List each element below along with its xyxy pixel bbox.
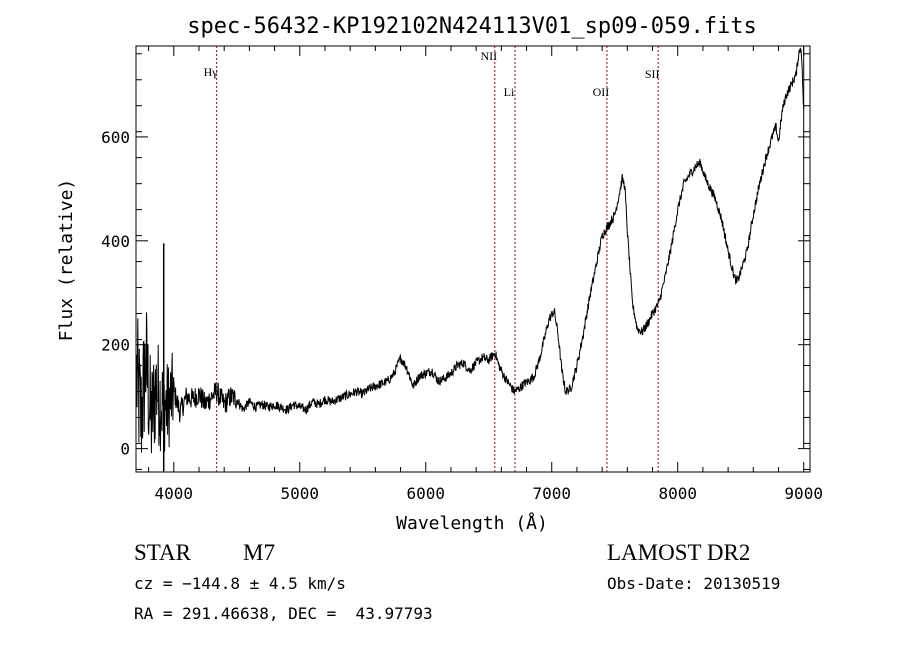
y-tick-label: 400 xyxy=(101,232,130,251)
y-tick-label: 0 xyxy=(120,440,130,459)
spectrum-line xyxy=(136,47,805,454)
chart-title: spec-56432-KP192102N424113V01_sp09-059.f… xyxy=(187,14,757,39)
survey-label: LAMOST DR2 xyxy=(607,540,751,565)
object-subclass: M7 xyxy=(243,540,275,565)
y-axis-label: Flux (relative) xyxy=(56,179,77,342)
y-axis-ticks: 0 200 400 600 xyxy=(101,53,810,470)
line-markers: Hγ NII Li OII SII xyxy=(204,46,660,472)
x-tick-label: 7000 xyxy=(532,484,571,503)
x-tick-label: 4000 xyxy=(155,484,194,503)
line-marker-label: OII xyxy=(593,85,610,99)
plot-frame xyxy=(135,45,811,473)
x-tick-label: 5000 xyxy=(281,484,320,503)
x-axis-label: Wavelength (Å) xyxy=(396,512,548,534)
line-marker-label: SII xyxy=(645,67,660,81)
x-tick-label: 8000 xyxy=(658,484,697,503)
object-class: STAR xyxy=(134,540,191,565)
x-axis-ticks: 4000 5000 6000 7000 8000 9000 xyxy=(148,46,823,503)
line-marker-label: NII xyxy=(480,49,497,63)
obs-date: Obs-Date: 20130519 xyxy=(607,574,781,593)
coordinates: RA = 291.46638, DEC = 43.97793 xyxy=(134,604,433,623)
line-marker-label: Li xyxy=(504,85,515,99)
x-tick-label: 6000 xyxy=(406,484,445,503)
y-tick-label: 600 xyxy=(101,128,130,147)
line-marker-label: Hγ xyxy=(204,65,219,79)
x-tick-label: 9000 xyxy=(784,484,823,503)
spectrum-series xyxy=(136,46,805,472)
redshift-readout: cz = −144.8 ± 4.5 km/s xyxy=(134,574,346,593)
y-tick-label: 200 xyxy=(101,336,130,355)
